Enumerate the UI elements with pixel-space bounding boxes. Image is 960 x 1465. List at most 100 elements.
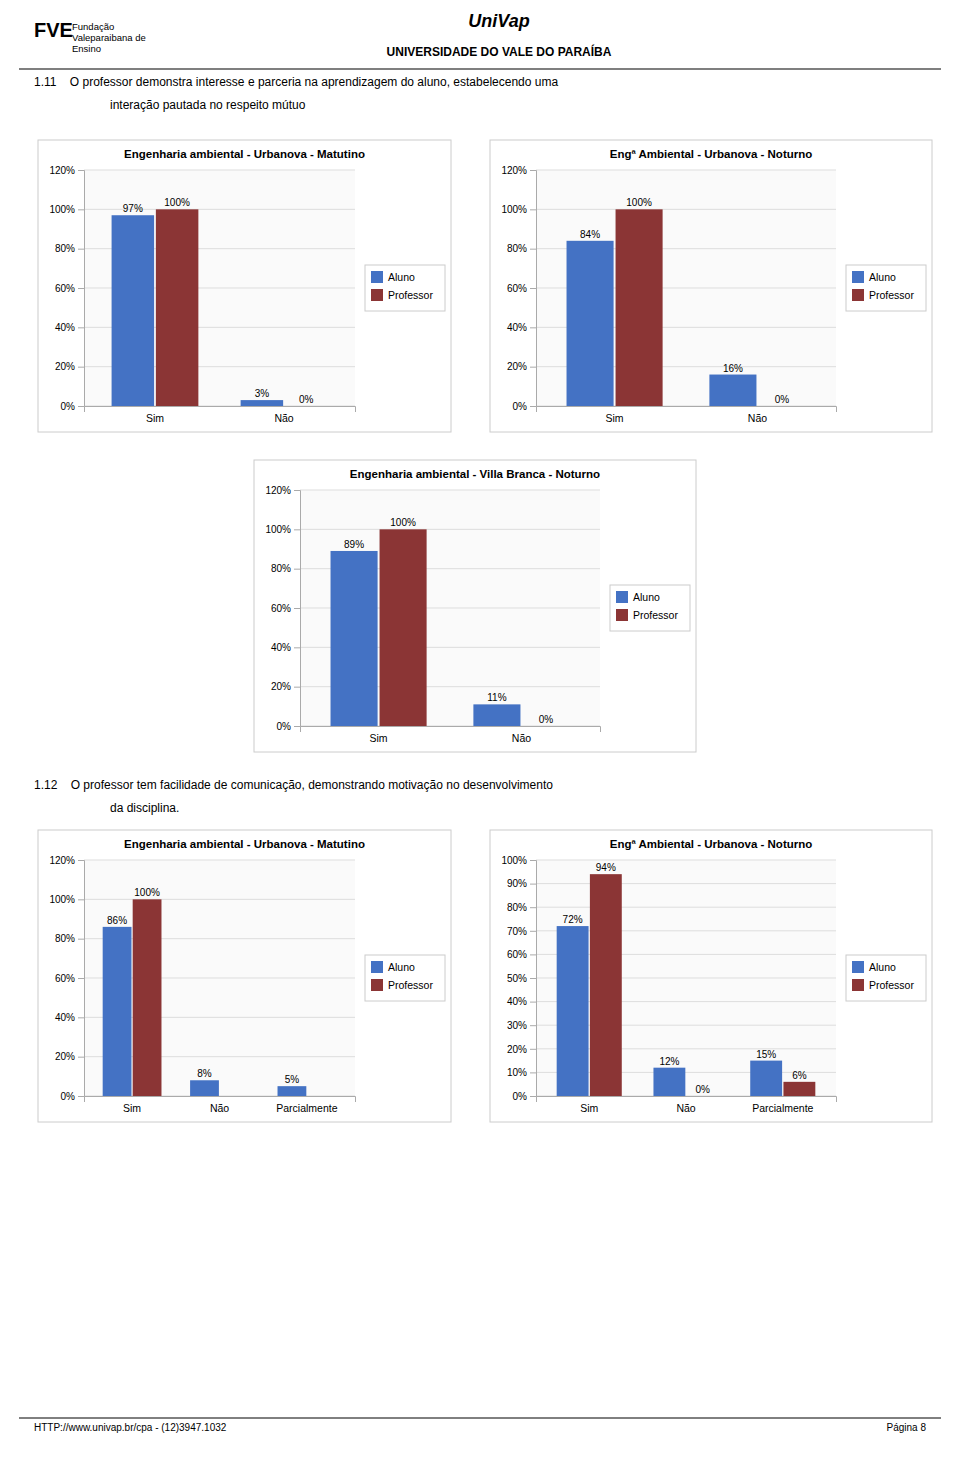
y-tick-label: 40% — [507, 996, 527, 1007]
y-tick-label: 120% — [265, 485, 291, 496]
y-tick-mark — [78, 1017, 84, 1018]
y-tick-mark — [78, 1057, 84, 1058]
x-axis-line — [301, 727, 601, 733]
data-label: 0% — [539, 714, 554, 725]
legend-item: Professor — [852, 979, 914, 991]
y-tick-mark — [78, 327, 84, 328]
y-tick-mark — [294, 490, 300, 491]
y-tick: 120% — [265, 485, 300, 496]
bars — [557, 874, 816, 1096]
annotation-line: Valeparaibana de — [72, 32, 146, 43]
chart: Engª Ambiental - Urbanova - Noturno0%10%… — [490, 830, 932, 1122]
y-tick: 60% — [55, 973, 84, 984]
plot-background — [536, 170, 836, 406]
annotation: FundaçãoValeparaibana deEnsino — [72, 21, 146, 54]
bar — [522, 726, 569, 727]
annotation: UNIVERSIDADE DO VALE DO PARAÍBA — [387, 44, 612, 59]
y-tick: 0% — [513, 401, 536, 412]
data-label: 100% — [390, 517, 416, 528]
y-tick-mark — [78, 288, 84, 289]
y-tick: 100% — [49, 204, 84, 215]
annotation: 1.11 O professor demonstra interesse e p… — [34, 75, 558, 89]
chart: Engenharia ambiental - Urbanova - Matuti… — [38, 140, 451, 432]
y-tick-mark — [530, 884, 536, 885]
y-tick-mark — [530, 1002, 536, 1003]
y-tick-mark — [530, 1096, 536, 1097]
bar — [278, 1086, 307, 1096]
grid-line — [536, 860, 836, 861]
grid — [536, 860, 836, 1096]
legend-swatch — [852, 979, 864, 991]
data-label: 11% — [487, 692, 506, 703]
data-label: 72% — [563, 914, 583, 925]
bars — [567, 209, 757, 406]
y-tick: 30% — [507, 1020, 536, 1031]
legend: Aluno Professor — [365, 265, 445, 311]
legend-frame — [610, 585, 690, 631]
y-tick-mark — [294, 529, 300, 530]
legend-swatch — [371, 979, 383, 991]
legend-item: Aluno — [371, 271, 415, 283]
y-tick: 50% — [507, 973, 536, 984]
y-tick-mark — [78, 170, 84, 171]
y-tick: 0% — [61, 401, 84, 412]
bar — [557, 926, 589, 1096]
x-tick-label: Sim — [580, 1102, 598, 1114]
y-tick: 100% — [501, 204, 536, 215]
y-tick-mark — [530, 1049, 536, 1050]
y-tick: 120% — [49, 855, 84, 866]
y-tick: 60% — [507, 949, 536, 960]
data-label: 84% — [580, 229, 600, 240]
bars — [331, 529, 521, 726]
header-separator — [19, 68, 941, 69]
y-tick: 100% — [501, 855, 536, 866]
legend-frame — [365, 955, 445, 1001]
y-tick: 120% — [49, 165, 84, 176]
y-tick-label: 40% — [271, 642, 291, 653]
y-tick-label: 20% — [271, 681, 291, 692]
y-tick-label: 40% — [55, 322, 75, 333]
x-tick: Sim — [123, 1102, 141, 1114]
legend-label: Professor — [388, 979, 433, 991]
y-tick-label: 120% — [49, 165, 75, 176]
legend-swatch — [852, 961, 864, 973]
grid — [536, 170, 836, 406]
bar — [285, 406, 328, 407]
annotation: interação pautada no respeito mútuo — [110, 98, 306, 112]
y-tick: 80% — [55, 243, 84, 254]
x-axis-line — [537, 1097, 837, 1103]
y-tick-mark — [78, 978, 84, 979]
y-tick-mark — [530, 170, 536, 171]
legend-swatch — [371, 271, 383, 283]
x-tick: Não — [512, 732, 531, 744]
series — [380, 529, 427, 726]
bar — [590, 874, 622, 1096]
bar — [653, 1068, 685, 1096]
x-tick-label: Parcialmente — [752, 1102, 813, 1114]
plot: 0%20%40%60%80%100%120%SimNão84%16%100%0% — [501, 165, 836, 425]
data-label: 94% — [596, 862, 616, 873]
x-tick: Não — [748, 412, 767, 424]
annotation-line: Ensino — [72, 43, 101, 54]
x-tick: Sim — [146, 412, 164, 424]
y-tick-mark — [78, 1096, 84, 1097]
legend-label: Aluno — [388, 271, 415, 283]
x-tick-label: Parcialmente — [276, 1102, 337, 1114]
bar — [709, 375, 756, 406]
y-axis: 0%20%40%60%80%100%120% — [49, 165, 84, 412]
series — [590, 874, 815, 1096]
series — [133, 899, 162, 1096]
data-label: 3% — [255, 388, 270, 399]
legend-item: Aluno — [852, 271, 896, 283]
x-axis: SimNão — [537, 407, 837, 425]
y-tick-label: 70% — [507, 926, 527, 937]
grid-line — [300, 529, 600, 530]
y-tick-label: 60% — [507, 949, 527, 960]
legend-label: Professor — [869, 289, 914, 301]
annotation: FVE — [34, 19, 73, 41]
legend-label: Professor — [388, 289, 433, 301]
legend-label: Professor — [633, 609, 678, 621]
x-axis: SimNão — [85, 407, 356, 425]
bar — [783, 1082, 815, 1096]
x-tick-label: Sim — [123, 1102, 141, 1114]
